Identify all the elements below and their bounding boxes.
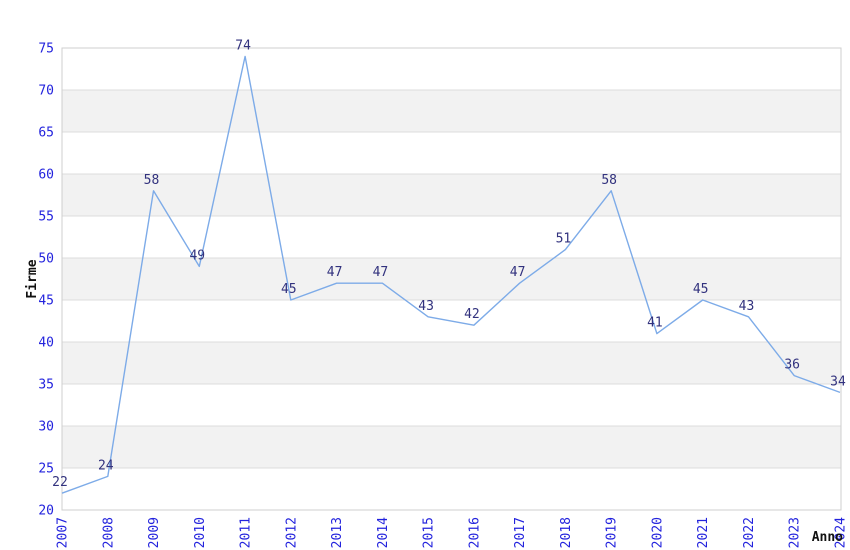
plot-border <box>61 47 842 511</box>
x-tick-label: 2011 <box>239 517 254 548</box>
x-tick-label: 2014 <box>376 517 391 548</box>
x-tick-label: 2015 <box>422 517 437 548</box>
y-tick-label: 45 <box>38 294 54 309</box>
x-tick-label: 2021 <box>696 517 711 548</box>
x-tick-label: 2013 <box>330 517 345 548</box>
data-point-labels: 22 24 58 49 74 45 47 47 43 42 47 51 58 41 45 43 36 34 <box>52 38 846 490</box>
data-point-label: 22 <box>52 475 68 490</box>
data-point-label: 42 <box>464 307 480 322</box>
y-tick-label: 20 <box>38 504 54 519</box>
data-point-label: 47 <box>373 265 389 280</box>
data-point-label: 41 <box>647 316 663 331</box>
x-tick-label: 2018 <box>559 517 574 548</box>
data-point-label: 47 <box>510 265 526 280</box>
y-tick-label: 50 <box>38 252 54 267</box>
data-point-label: 24 <box>98 458 114 473</box>
y-tick-label: 35 <box>38 378 54 393</box>
data-point-label: 58 <box>144 173 160 188</box>
x-tick-label: 2016 <box>467 517 482 548</box>
plot-band <box>62 426 841 468</box>
data-point-label: 47 <box>327 265 343 280</box>
x-tick-label: 2008 <box>101 517 116 548</box>
x-tick-label: 2007 <box>56 517 71 548</box>
data-point-label: 43 <box>739 299 755 314</box>
data-point-label: 45 <box>281 282 297 297</box>
x-axis-title: Anno <box>812 530 843 545</box>
data-point-label: 58 <box>601 173 617 188</box>
x-tick-label: 2009 <box>147 517 162 548</box>
y-tick-label: 30 <box>38 420 54 435</box>
x-tick-label: 2012 <box>284 517 299 548</box>
x-tick-label: 2023 <box>788 517 803 548</box>
y-tick-label: 60 <box>38 168 54 183</box>
plot-band <box>62 258 841 300</box>
y-tick-label: 70 <box>38 84 54 99</box>
y-axis-title: Firme <box>25 259 40 298</box>
data-point-label: 49 <box>189 248 205 263</box>
x-axis-tick-labels: 2007 2008 2009 2010 2011 2012 2013 2014 2015 2016… <box>56 517 849 548</box>
x-tick-label: 2017 <box>513 517 528 548</box>
x-tick-label: 2010 <box>193 517 208 548</box>
y-tick-label: 40 <box>38 336 54 351</box>
plot-bands <box>62 90 841 468</box>
x-tick-label: 2024 <box>834 517 849 548</box>
data-point-label: 36 <box>784 358 800 373</box>
y-tick-label: 55 <box>38 210 54 225</box>
data-point-label: 34 <box>830 374 846 389</box>
data-point-label: 51 <box>556 232 572 247</box>
plot-band <box>62 174 841 216</box>
y-tick-label: 65 <box>38 126 54 141</box>
plot-band <box>62 342 841 384</box>
y-tick-label: 75 <box>38 42 54 57</box>
plot-band <box>62 90 841 132</box>
x-tick-label: 2020 <box>650 517 665 548</box>
data-point-label: 74 <box>235 38 251 53</box>
data-point-label: 45 <box>693 282 709 297</box>
data-point-label: 43 <box>418 299 434 314</box>
x-tick-label: 2022 <box>742 517 757 548</box>
x-tick-label: 2019 <box>605 517 620 548</box>
y-axis-tick-labels: 20 25 30 35 40 45 50 55 60 65 70 75 <box>38 42 54 519</box>
y-tick-label: 25 <box>38 462 54 477</box>
data-line <box>61 55 841 494</box>
